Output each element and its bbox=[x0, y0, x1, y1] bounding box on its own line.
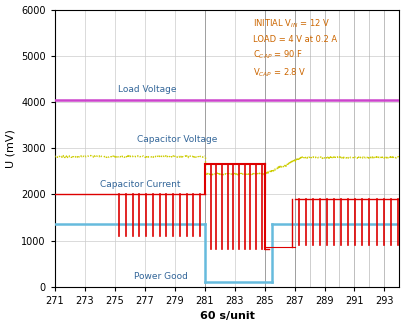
X-axis label: 60 s/unit: 60 s/unit bbox=[200, 311, 254, 321]
Text: INITIAL V$_{IN}$ = 12 V
LOAD = 4 V at 0.2 A
C$_{CAP}$ = 90 F
V$_{CAP}$ = 2.8 V: INITIAL V$_{IN}$ = 12 V LOAD = 4 V at 0.… bbox=[253, 18, 337, 79]
Text: Power Good: Power Good bbox=[134, 272, 188, 281]
Text: Capacitor Voltage: Capacitor Voltage bbox=[137, 135, 217, 144]
Y-axis label: U (mV): U (mV) bbox=[6, 129, 15, 168]
Text: Capacitor Current: Capacitor Current bbox=[100, 180, 180, 189]
Text: Load Voltage: Load Voltage bbox=[118, 85, 176, 94]
